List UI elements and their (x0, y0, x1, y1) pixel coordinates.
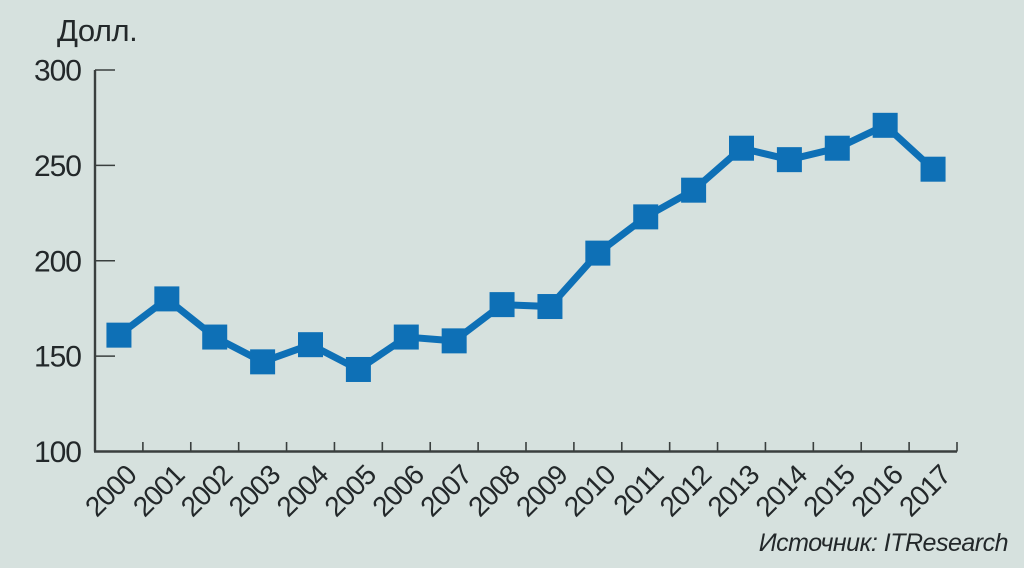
data-point-2000 (106, 322, 132, 348)
data-point-2014 (776, 147, 802, 173)
x-tick-label-2016: 2016 (845, 459, 908, 522)
x-tick-label-2002: 2002 (175, 459, 238, 522)
y-tick-label-300: 300 (34, 55, 81, 88)
data-point-2008 (489, 292, 515, 318)
x-tick-label-2006: 2006 (366, 459, 429, 522)
data-point-2005 (345, 356, 371, 382)
x-tick-label-2012: 2012 (654, 459, 717, 522)
data-point-2002 (202, 324, 228, 350)
data-point-2001 (154, 286, 180, 312)
x-tick-label-2004: 2004 (271, 459, 334, 522)
x-tick-label-2007: 2007 (414, 459, 477, 522)
data-point-2006 (393, 324, 419, 350)
x-tick-label-2003: 2003 (223, 459, 286, 522)
y-tick-label-200: 200 (34, 245, 81, 278)
data-point-2016 (872, 112, 898, 138)
x-tick-label-2013: 2013 (702, 459, 765, 522)
data-point-2013 (729, 135, 754, 161)
data-point-2009 (537, 294, 563, 320)
data-point-2003 (250, 349, 276, 375)
x-tick-label-2015: 2015 (797, 459, 860, 522)
data-point-2007 (441, 328, 467, 354)
data-point-2004 (298, 332, 323, 358)
x-tick-label-2009: 2009 (510, 459, 573, 522)
y-tick-label-100: 100 (34, 436, 81, 469)
x-tick-label-2010: 2010 (558, 459, 621, 522)
series-line (116, 121, 936, 374)
y-tick-label-150: 150 (34, 341, 81, 374)
x-tick-label-2001: 2001 (127, 459, 190, 522)
data-point-2012 (681, 177, 707, 203)
data-point-2015 (824, 135, 850, 161)
x-tick-label-2008: 2008 (462, 459, 525, 522)
x-tick-label-2005: 2005 (318, 459, 381, 522)
data-point-2010 (585, 240, 611, 266)
y-tick-label-250: 250 (34, 150, 81, 183)
data-point-2017 (920, 156, 946, 182)
x-tick-label-2000: 2000 (79, 459, 142, 522)
x-tick-label-2014: 2014 (749, 459, 812, 522)
source-credit: Источник: ITResearch (758, 529, 1009, 557)
y-axis-title: Долл. (57, 13, 138, 48)
data-point-2011 (633, 204, 659, 230)
x-tick-label-2017: 2017 (893, 459, 956, 522)
x-tick-label-2011: 2011 (607, 459, 669, 521)
